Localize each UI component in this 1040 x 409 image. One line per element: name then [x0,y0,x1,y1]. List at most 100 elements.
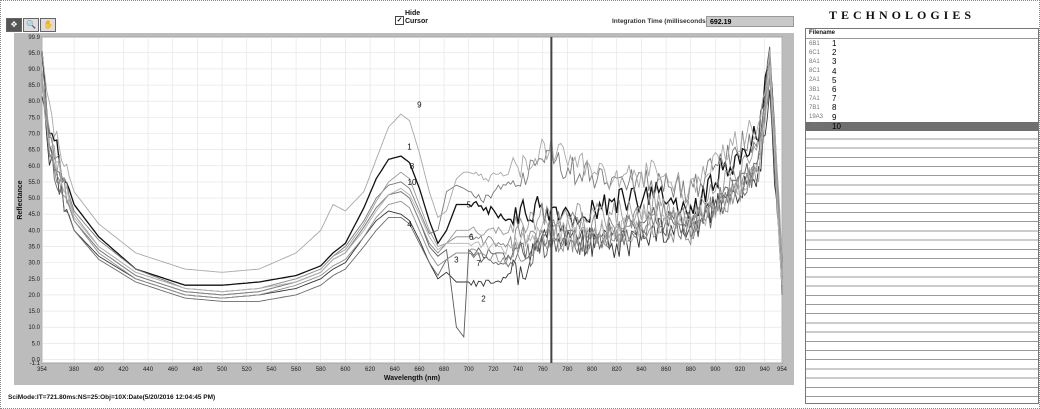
x-tick-label: 860 [661,367,672,373]
x-tick-label: 660 [414,367,425,373]
x-tick-label: 354 [37,367,48,373]
file-series-number: 1 [832,39,837,49]
file-series-number: 3 [832,57,837,67]
x-tick-label: 540 [266,367,277,373]
y-tick-label: 25.0 [28,277,40,283]
y-tick-label: 5.0 [32,341,41,347]
x-tick-label: 700 [464,367,475,373]
x-tick-label: 680 [439,367,450,373]
series-label: 5 [467,201,472,210]
file-series-number: 9 [832,112,837,122]
file-list-item[interactable]: 6C1 2 [806,48,1038,58]
x-tick-label: 740 [513,367,524,373]
series-line [41,58,783,293]
file-list-item[interactable]: 19C3 10 [806,121,1038,131]
y-tick-label: 10.0 [28,325,40,331]
x-tick-label: 940 [760,367,771,373]
x-tick-label: 440 [143,367,154,373]
y-tick-label: 99.9 [28,35,40,41]
file-name: 2A1 [809,77,820,84]
x-tick-label: 840 [636,367,647,373]
file-list-item[interactable]: 19A3 9 [806,112,1038,122]
file-name: 3B1 [809,86,820,93]
file-name: 6C1 [809,49,821,56]
pan-tool-icon[interactable]: ✋ [40,18,56,32]
file-name: 7A1 [809,95,820,102]
y-tick-label: 60.0 [28,164,40,170]
file-list-rows: 6B1 1 6C1 2 8A1 3 8C1 4 2A1 5 3B1 6 7A1 7 7B1 8 19A3 9 19C… [806,39,1038,131]
y-tick-label: 75.0 [28,115,40,121]
x-tick-label: 640 [390,367,401,373]
file-series-number: 7 [832,94,837,104]
zoom-tool-icon[interactable]: 🔍 [23,18,39,32]
file-list-panel: Filename 6B1 1 6C1 2 8A1 3 8C1 4 2A1 5 3B1 6 7A1 7 7B1… [805,28,1039,404]
series-label: 6 [469,233,474,242]
file-series-number: 5 [832,75,837,85]
file-list-item[interactable]: 8A1 3 [806,57,1038,67]
cursor-move-tool-icon[interactable]: ✥ [6,18,22,32]
file-series-number: 6 [832,85,837,95]
integration-time-value[interactable]: 692.19 [706,16,794,27]
file-list-item[interactable]: 7B1 8 [806,103,1038,113]
x-tick-label: 500 [217,367,228,373]
series-label: 10 [408,178,417,187]
x-tick-label: 820 [612,367,623,373]
series-line [41,49,783,273]
y-tick-label: 15.0 [28,309,40,315]
file-name: 7B1 [809,104,820,111]
series-line [41,73,783,299]
y-tick-label: 30.0 [28,261,40,267]
plot-toolbar: ✥ 🔍 ✋ [6,18,56,32]
y-tick-label: 35.0 [28,244,40,250]
x-tick-label: 720 [488,367,499,373]
file-list-item[interactable]: 3B1 6 [806,84,1038,95]
file-list-item[interactable]: 7A1 7 [806,94,1038,104]
x-tick-label: 760 [538,367,549,373]
status-bar-text: SciMode:IT=721.80ms:NS=25:Obj=10X:Date(5… [8,394,216,401]
hide-cursor-toggle[interactable]: ✓ Hide Cursor [395,10,428,26]
x-tick-label: 880 [686,367,697,373]
file-list-item[interactable]: 8C1 4 [806,66,1038,76]
file-name: 8A1 [809,58,820,65]
file-list-header: Filename [806,29,1038,39]
file-series-number: 10 [832,121,841,131]
y-tick-label: 55.0 [28,180,40,186]
y-tick-label: 20.0 [28,293,40,299]
y-tick-label: 85.0 [28,83,40,89]
file-name: 19A3 [809,114,824,121]
y-tick-label: 40.0 [28,228,40,234]
series-label: 9 [417,101,422,110]
y-axis-label: Reflectance [17,180,24,219]
y-tick-label: 45.0 [28,212,40,218]
x-axis-label: Wavelength (nm) [384,375,440,382]
x-tick-label: 400 [94,367,105,373]
x-tick-label: 460 [168,367,179,373]
file-series-number: 4 [832,66,837,76]
series-label: 4 [407,220,412,229]
x-tick-label: 954 [777,367,788,373]
y-tick-label: 0.0 [32,357,41,363]
x-tick-label: 800 [587,367,598,373]
series-label: 2 [481,294,486,303]
x-tick-label: 420 [118,367,129,373]
file-list-item[interactable]: 2A1 5 [806,75,1038,85]
y-tick-label: 50.0 [28,196,40,202]
spectrum-chart: 99.9 95.0 90.0 85.0 80.0 75.0 70.0 65.0 60.0 55.0… [14,33,794,385]
x-tick-label: 520 [242,367,253,373]
y-tick-label: 65.0 [28,148,40,154]
series-line [41,72,783,296]
x-tick-label: 620 [365,367,376,373]
y-tick-label: 80.0 [28,99,40,105]
hide-cursor-checkbox[interactable]: ✓ [395,16,404,25]
hide-cursor-label-line1: Hide [405,10,421,17]
x-tick-label: 480 [192,367,203,373]
file-list-item[interactable]: 6B1 1 [806,39,1038,49]
series-label: 3 [454,256,459,265]
x-tick-label: 380 [69,367,80,373]
series-label: 8 [410,162,415,171]
spectrum-chart-svg: 99.995.090.085.080.075.070.065.060.055.0… [17,35,788,382]
hide-cursor-label-line2: Cursor [405,18,428,25]
file-name: 8C1 [809,68,821,75]
brand-logo-text: TECHNOLOGIES [829,8,976,22]
x-tick-label: 580 [316,367,327,373]
